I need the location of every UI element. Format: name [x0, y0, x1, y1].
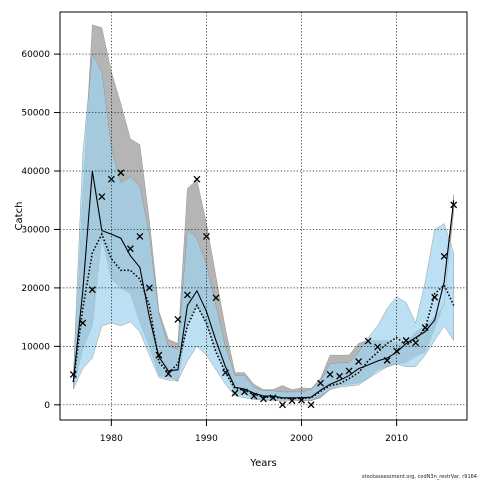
- observed-point: [364, 337, 372, 345]
- observed-point: [107, 175, 115, 183]
- y-axis-title: Catch: [14, 202, 25, 231]
- observed-point: [355, 358, 363, 366]
- x-tick-label: 2000: [290, 434, 313, 444]
- x-tick-label: 2010: [385, 434, 408, 444]
- observed-point: [155, 351, 163, 359]
- observed-point: [298, 396, 305, 404]
- series-line-dotted: [72, 232, 455, 400]
- series-line-solid: [72, 170, 455, 399]
- x-axis: 1980 1990 2000 2010: [100, 420, 408, 444]
- observed-point: [288, 397, 296, 405]
- observed-points: [69, 169, 458, 409]
- observed-point: [98, 193, 106, 201]
- observed-point: [174, 316, 182, 323]
- plot-frame: [59, 11, 468, 421]
- observed-point: [193, 175, 201, 183]
- observed-point: [374, 343, 382, 351]
- observed-point: [145, 284, 153, 292]
- observed-point: [222, 369, 229, 377]
- observed-point: [88, 286, 96, 294]
- observed-point: [345, 367, 353, 375]
- observed-point: [440, 252, 448, 260]
- confidence-band-2: [73, 53, 454, 402]
- observed-point: [393, 347, 401, 355]
- observed-point: [250, 392, 258, 400]
- observed-point: [269, 394, 277, 402]
- series-lines: [72, 170, 455, 400]
- y-tick-label: 40000: [21, 167, 50, 177]
- observed-point: [402, 337, 410, 344]
- x-tick-label: 1980: [100, 434, 123, 444]
- observed-point: [126, 245, 134, 253]
- observed-point: [317, 379, 325, 387]
- y-tick-label: 10000: [21, 342, 50, 352]
- observed-point: [326, 370, 334, 378]
- x-axis-title: Years: [249, 458, 276, 469]
- observed-point: [231, 389, 239, 397]
- observed-point: [79, 319, 87, 327]
- y-tick-label: 60000: [21, 50, 50, 60]
- observed-point: [241, 388, 248, 396]
- observed-point: [183, 291, 191, 299]
- y-axis: 0 10000 20000 30000 40000 50000 60000: [21, 50, 60, 411]
- observed-point: [136, 232, 144, 240]
- observed-point: [69, 370, 77, 378]
- y-tick-label: 30000: [21, 225, 50, 235]
- observed-point: [383, 356, 391, 364]
- observed-point: [412, 339, 420, 347]
- observed-point: [431, 293, 439, 301]
- observed-point: [260, 395, 267, 403]
- observed-point: [421, 324, 429, 332]
- x-tick-label: 1990: [195, 434, 218, 444]
- y-tick-label: 50000: [21, 109, 50, 119]
- observed-point: [117, 169, 125, 177]
- observed-point: [307, 401, 315, 409]
- observed-point: [202, 232, 210, 240]
- y-tick-label: 0: [44, 401, 50, 411]
- footer-credit: stockassessment.org, codN3n_restrVar, r9…: [362, 474, 477, 480]
- uncertainty-bands: [73, 24, 454, 402]
- observed-point: [279, 401, 286, 409]
- observed-point: [450, 201, 458, 209]
- observed-point: [336, 372, 344, 380]
- observed-point: [212, 294, 220, 302]
- observed-point: [164, 370, 172, 378]
- y-tick-label: 20000: [21, 284, 50, 294]
- grid-lines: [60, 12, 467, 420]
